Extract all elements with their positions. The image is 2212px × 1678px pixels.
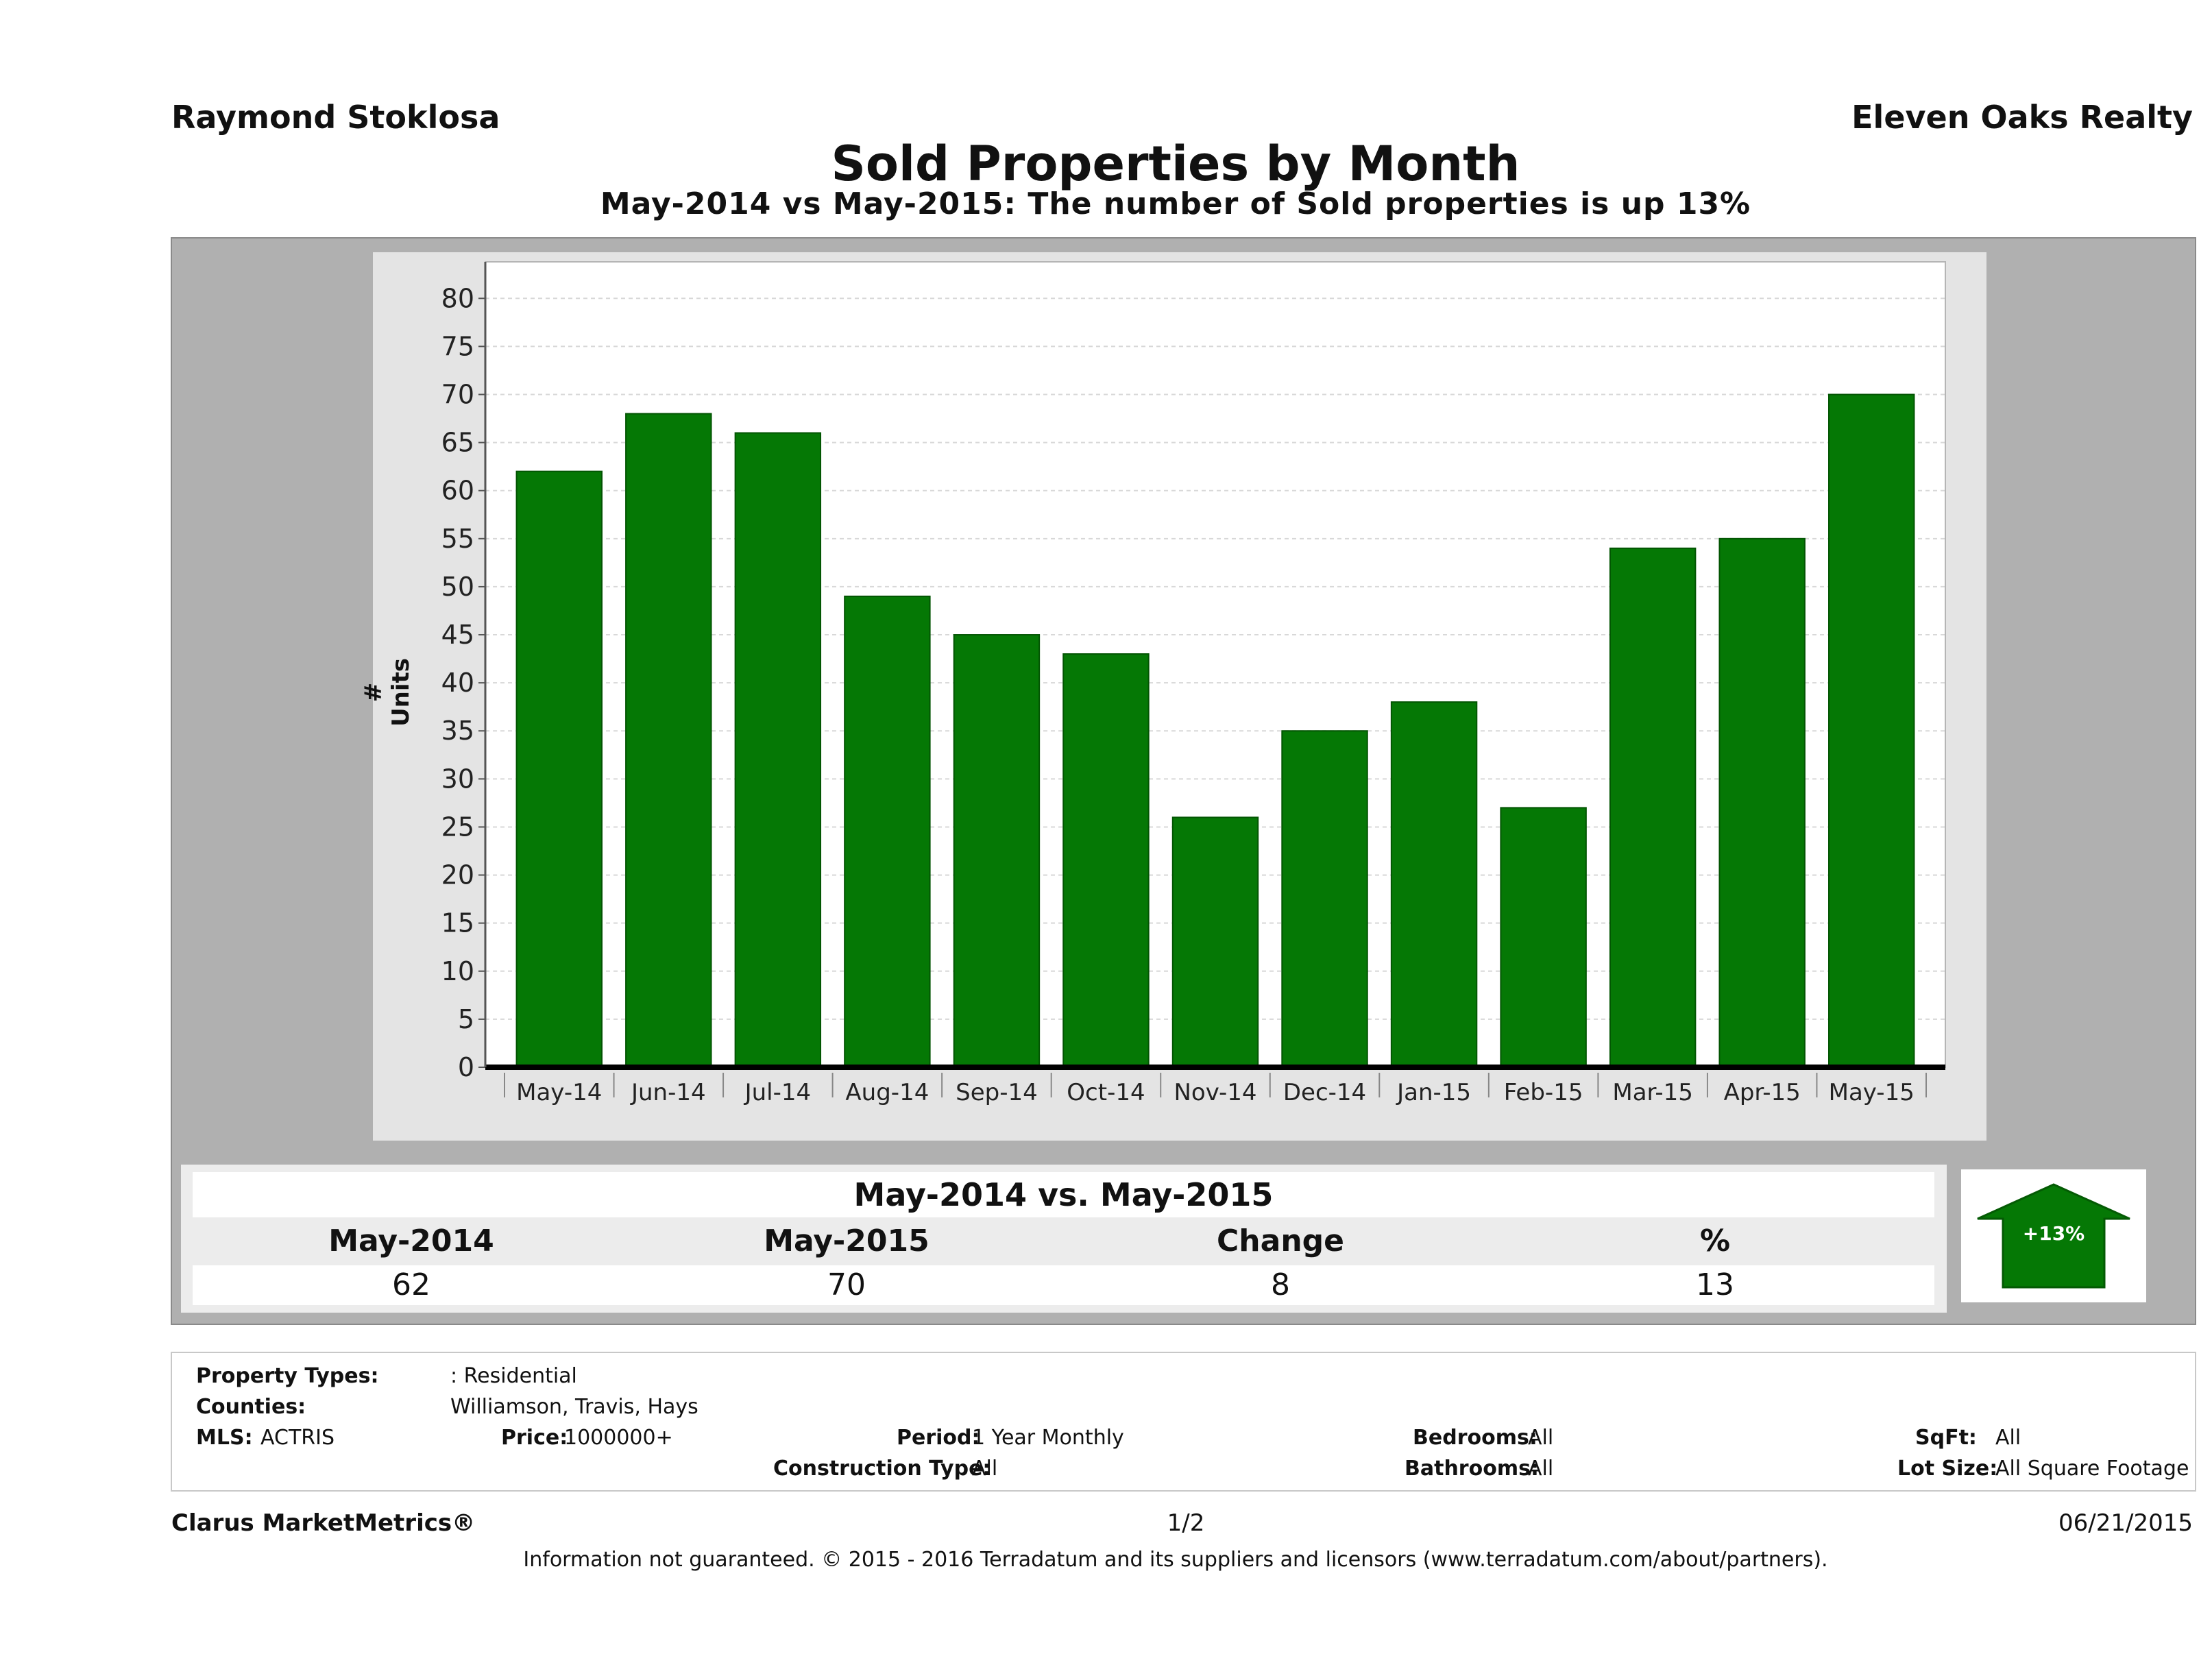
lot-size-label: Lot Size: bbox=[1897, 1457, 1998, 1481]
y-tick-label: 0 bbox=[458, 1052, 474, 1082]
bar-nov-14 bbox=[1171, 816, 1259, 1068]
change-badge bbox=[1961, 1169, 2146, 1302]
x-tick-label: May-15 bbox=[1829, 1079, 1915, 1106]
x-tick-label: Aug-14 bbox=[845, 1079, 929, 1106]
comparison-header-may-2015: May-2015 bbox=[764, 1224, 929, 1258]
y-axis-label: # Units bbox=[360, 658, 415, 727]
comparison-title: May-2014 vs. May-2015 bbox=[193, 1172, 1934, 1217]
y-tick-label: 40 bbox=[441, 668, 474, 698]
criteria-panel bbox=[171, 1352, 2196, 1492]
y-tick-label: 65 bbox=[441, 428, 474, 458]
report-date: 06/21/2015 bbox=[2058, 1509, 2193, 1537]
bathrooms-value: All bbox=[1528, 1457, 1554, 1481]
x-tick-label: Feb-15 bbox=[1504, 1079, 1583, 1106]
x-tick-label: May-14 bbox=[516, 1079, 602, 1106]
comparison-header-percent: % bbox=[1699, 1224, 1731, 1258]
bar-dec-14 bbox=[1281, 730, 1368, 1069]
comparison-value-row bbox=[193, 1265, 1934, 1305]
mls-label: MLS: bbox=[196, 1426, 253, 1450]
sqft-label: SqFt: bbox=[1915, 1426, 1977, 1450]
period-label: Period: bbox=[897, 1426, 980, 1450]
bedrooms-label: Bedrooms: bbox=[1413, 1426, 1538, 1450]
comparison-value-may-2014: 62 bbox=[392, 1267, 430, 1302]
property-types-label: Property Types: bbox=[196, 1364, 379, 1388]
comparison-value-may-2015: 70 bbox=[827, 1267, 866, 1302]
period-value: 1 Year Monthly bbox=[972, 1426, 1124, 1450]
mls-value: ACTRIS bbox=[260, 1426, 335, 1450]
agent-name: Raymond Stoklosa bbox=[171, 99, 500, 136]
comparison-header-may-2014: May-2014 bbox=[328, 1224, 494, 1258]
footer-brand: Clarus MarketMetrics® bbox=[171, 1509, 476, 1537]
y-tick-label: 75 bbox=[441, 331, 474, 361]
lot-size-value: All Square Footage bbox=[1995, 1457, 2189, 1481]
bar-feb-15 bbox=[1500, 807, 1587, 1068]
price-label: Price: bbox=[501, 1426, 568, 1450]
bar-may-14 bbox=[515, 470, 603, 1068]
chart-title: Sold Properties by Month bbox=[831, 136, 1520, 192]
x-tick-label: Oct-14 bbox=[1067, 1079, 1145, 1106]
counties-value: Williamson, Travis, Hays bbox=[450, 1395, 698, 1419]
construction-type-label: Construction Type: bbox=[773, 1457, 991, 1481]
y-tick-label: 25 bbox=[441, 812, 474, 842]
y-tick-label: 80 bbox=[441, 283, 474, 313]
x-tick-label: Mar-15 bbox=[1612, 1079, 1693, 1106]
bar-mar-15 bbox=[1609, 547, 1697, 1068]
bar-aug-14 bbox=[844, 595, 931, 1068]
bar-may-15 bbox=[1828, 393, 1915, 1069]
chart-subtitle: May-2014 vs May-2015: The number of Sold… bbox=[600, 186, 1751, 221]
x-tick-label: Jul-14 bbox=[744, 1079, 812, 1106]
y-tick-label: 60 bbox=[441, 476, 474, 506]
y-tick-label: 35 bbox=[441, 716, 474, 746]
disclaimer: Information not guaranteed. © 2015 - 201… bbox=[523, 1548, 1828, 1572]
comparison-value-percent: 13 bbox=[1696, 1267, 1734, 1302]
y-tick-label: 55 bbox=[441, 524, 474, 554]
company-name: Eleven Oaks Realty bbox=[1851, 99, 2193, 136]
comparison-header-change: Change bbox=[1217, 1224, 1344, 1258]
y-tick-label: 5 bbox=[458, 1004, 474, 1034]
bar-apr-15 bbox=[1718, 537, 1806, 1068]
x-tick-label: Jan-15 bbox=[1396, 1079, 1471, 1106]
property-types-value: : Residential bbox=[450, 1364, 577, 1388]
counties-label: Counties: bbox=[196, 1395, 306, 1419]
bedrooms-value: All bbox=[1528, 1426, 1554, 1450]
page-number: 1/2 bbox=[1167, 1509, 1205, 1537]
y-tick-label: 45 bbox=[441, 620, 474, 650]
sqft-value: All bbox=[1995, 1426, 2021, 1450]
comparison-value-change: 8 bbox=[1271, 1267, 1290, 1302]
y-tick-label: 50 bbox=[441, 572, 474, 602]
bar-jun-14 bbox=[625, 413, 712, 1069]
x-tick-label: Sep-14 bbox=[956, 1079, 1038, 1106]
bar-jan-15 bbox=[1390, 701, 1478, 1068]
x-tick-label: Apr-15 bbox=[1724, 1079, 1801, 1106]
y-tick-label: 10 bbox=[441, 956, 474, 986]
y-tick-label: 20 bbox=[441, 860, 474, 890]
y-tick-label: 70 bbox=[441, 379, 474, 409]
x-tick-label: Dec-14 bbox=[1283, 1079, 1366, 1106]
price-value: 1000000+ bbox=[564, 1426, 673, 1450]
x-tick-label: Jun-14 bbox=[630, 1079, 706, 1106]
bar-oct-14 bbox=[1062, 653, 1150, 1068]
up-arrow-icon bbox=[1977, 1183, 2130, 1289]
construction-type-value: All bbox=[972, 1457, 998, 1481]
bar-chart: 0 5 10 15 20 25 30 35 40 45 50 55 60 65 70 75 80 May-14 Ju… bbox=[441, 261, 1946, 1106]
y-tick-label: 30 bbox=[441, 764, 474, 794]
bar-jul-14 bbox=[734, 432, 822, 1068]
bar-sep-14 bbox=[953, 634, 1041, 1068]
y-tick-label: 15 bbox=[441, 908, 474, 938]
x-tick-label: Nov-14 bbox=[1174, 1079, 1257, 1106]
bathrooms-label: Bathrooms: bbox=[1405, 1457, 1539, 1481]
change-badge-label: +13% bbox=[2022, 1222, 2085, 1245]
